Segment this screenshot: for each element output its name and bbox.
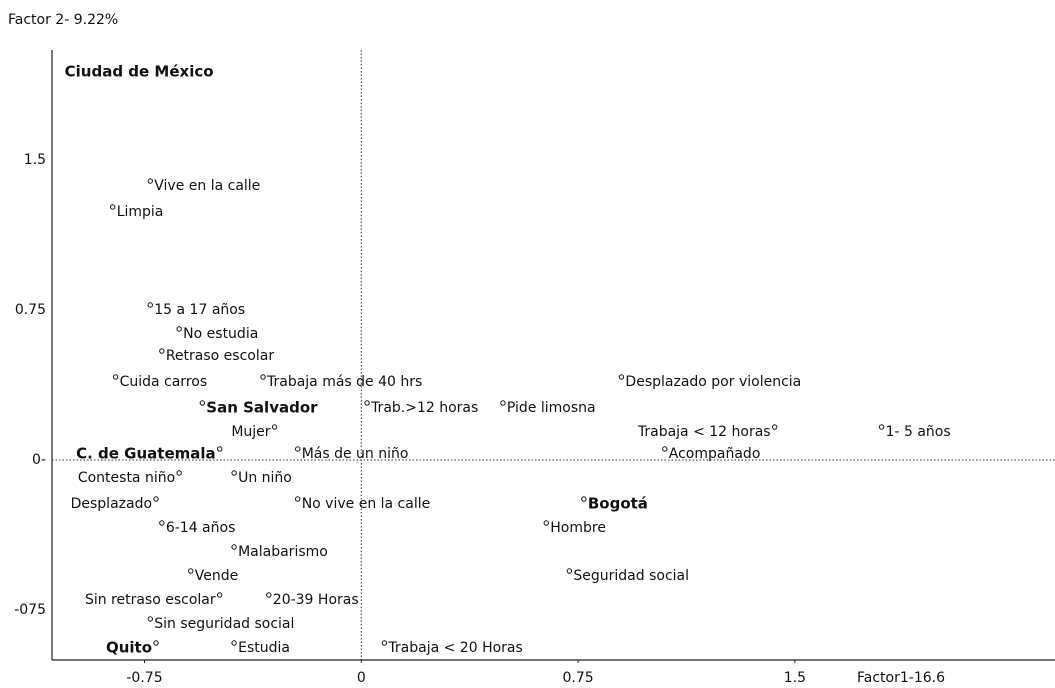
point	[199, 400, 206, 406]
x-tick-label: -0.75	[126, 670, 162, 686]
point-label: No vive en la calle	[302, 496, 431, 512]
point	[381, 640, 388, 646]
point	[176, 470, 182, 476]
y-tick-label: 0-	[32, 452, 46, 468]
y-axis-title: Factor 2- 9.22%	[8, 12, 118, 28]
point	[543, 520, 549, 526]
point-label: 6-14 años	[166, 520, 236, 536]
point	[581, 496, 587, 502]
point-label: 20-39 Horas	[273, 592, 359, 608]
point	[216, 446, 223, 452]
point	[110, 204, 116, 210]
point	[271, 424, 278, 430]
point	[147, 302, 153, 308]
point	[176, 326, 182, 332]
point-label: 15 a 17 años	[154, 302, 245, 318]
point-label: Más de un niño	[302, 446, 409, 462]
point-label: Retraso escolar	[166, 348, 274, 364]
point-label: Contesta niño	[78, 470, 175, 486]
point-label: 1- 5 años	[886, 424, 951, 440]
point	[618, 374, 625, 380]
y-tick-label: 1.5	[24, 152, 46, 168]
point	[216, 592, 223, 598]
point-label: No estudia	[183, 326, 258, 342]
point-label: Seguridad social	[573, 568, 689, 584]
point-label: Trabaja más de 40 hrs	[266, 374, 422, 390]
x-tick-label: 0.75	[562, 670, 593, 686]
point-label: Sin seguridad social	[154, 616, 294, 632]
point-label: Desplazado por violencia	[625, 374, 801, 390]
y-tick-label: -075	[14, 602, 46, 618]
point-label: C. de Guatemala	[76, 445, 216, 463]
point-label: Hombre	[550, 520, 606, 536]
point	[260, 374, 266, 380]
point	[147, 178, 153, 184]
point	[294, 496, 301, 502]
point-label: Acompañado	[669, 446, 761, 462]
point	[231, 640, 237, 646]
x-tick-label: 1.5	[784, 670, 806, 686]
point-label: Malabarismo	[238, 544, 328, 560]
point-label: Limpia	[117, 204, 164, 220]
point-label: Bogotá	[588, 495, 648, 513]
point	[662, 446, 668, 452]
point	[500, 400, 506, 406]
point	[159, 348, 165, 354]
point	[878, 424, 885, 430]
point	[231, 470, 237, 476]
point-label: Cuida carros	[120, 374, 208, 390]
x-axis-title: Factor1-16.6	[857, 670, 945, 686]
x-tick-label: 0	[357, 670, 366, 686]
point-label: Ciudad de México	[65, 63, 214, 81]
point-label: Mujer	[231, 424, 270, 440]
point-label: Vende	[195, 568, 238, 584]
point	[188, 568, 194, 574]
point	[153, 496, 159, 502]
point	[364, 400, 370, 406]
point	[159, 520, 165, 526]
point	[266, 592, 272, 598]
point-label: Pide limosna	[507, 400, 596, 416]
point	[112, 374, 119, 380]
y-tick-label: 0.75	[15, 302, 46, 318]
point-label: Sin retraso escolar	[85, 592, 216, 608]
point-label: Un niño	[238, 470, 292, 486]
point-label: Estudia	[238, 640, 290, 656]
point	[153, 640, 159, 646]
point-label: Vive en la calle	[154, 178, 260, 194]
point-label: Trabaja < 12 horas	[637, 424, 771, 440]
point-label: San Salvador	[206, 399, 318, 417]
point	[294, 446, 301, 452]
point	[231, 544, 237, 550]
point-label: Desplazado	[71, 496, 152, 512]
point	[566, 568, 573, 574]
point-label: Quito	[106, 639, 152, 657]
point	[771, 424, 778, 430]
point-label: Trabaja < 20 Horas	[387, 640, 522, 656]
point	[147, 616, 153, 622]
point-label: Trab.>12 horas	[370, 400, 478, 416]
